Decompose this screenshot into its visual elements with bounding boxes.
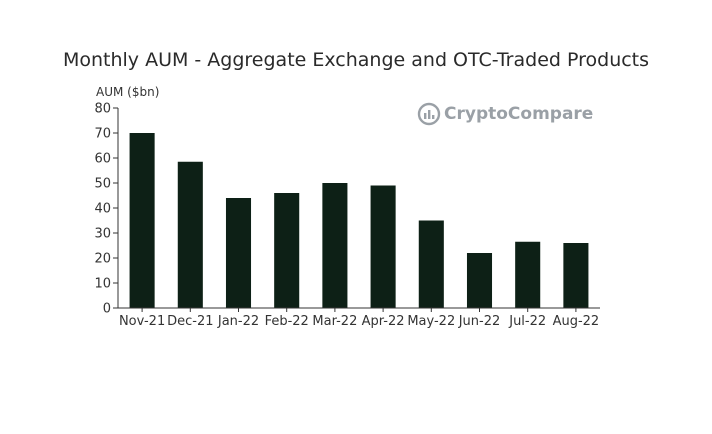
bar-mar-22	[322, 183, 348, 308]
cryptocompare-logo-icon	[417, 102, 441, 126]
y-tick-label: 30	[94, 227, 111, 242]
y-tick-label: 50	[94, 177, 111, 192]
chart-title: Monthly AUM - Aggregate Exchange and OTC…	[62, 49, 650, 71]
bar-feb-22	[274, 193, 300, 308]
bar-dec-21	[177, 161, 203, 308]
y-axis-label: AUM ($bn)	[96, 85, 159, 99]
x-tick-label: Mar-22	[312, 314, 357, 329]
x-tick-label: Jul-22	[508, 314, 546, 329]
x-tick-label: Apr-22	[362, 314, 405, 329]
y-axis: 0 10 20 30 40 50 60 70 80	[94, 102, 118, 317]
y-tick-label: 70	[94, 127, 111, 142]
x-tick-label: Nov-21	[119, 314, 165, 329]
y-tick-label: 10	[94, 277, 111, 292]
x-tick-label: Jan-22	[217, 314, 259, 329]
y-tick-label: 40	[94, 202, 111, 217]
bar-aug-22	[563, 243, 589, 308]
y-tick-label: 20	[94, 252, 111, 267]
y-tick-label: 80	[94, 102, 111, 117]
bar-jul-22	[515, 241, 541, 308]
x-tick-label: Aug-22	[553, 314, 600, 329]
x-tick-label: Feb-22	[265, 314, 309, 329]
bar-jan-22	[225, 198, 252, 308]
bar-nov-21	[129, 133, 155, 308]
bar-apr-22	[370, 185, 396, 308]
y-tick-label: 0	[103, 302, 111, 317]
x-tick-label: May-22	[407, 314, 455, 329]
bar-may-22	[418, 220, 444, 308]
watermark-logo: CryptoCompare	[417, 102, 593, 126]
x-tick-label: Jun-22	[458, 314, 501, 329]
bars	[129, 133, 589, 308]
x-axis: Nov-21 Dec-21 Jan-22 Feb-22 Mar-22 Apr-22 May-…	[119, 308, 599, 329]
watermark-text: CryptoCompare	[444, 104, 593, 124]
bar-jun-22	[466, 253, 493, 308]
x-tick-label: Dec-21	[167, 314, 213, 329]
y-tick-label: 60	[94, 152, 111, 167]
